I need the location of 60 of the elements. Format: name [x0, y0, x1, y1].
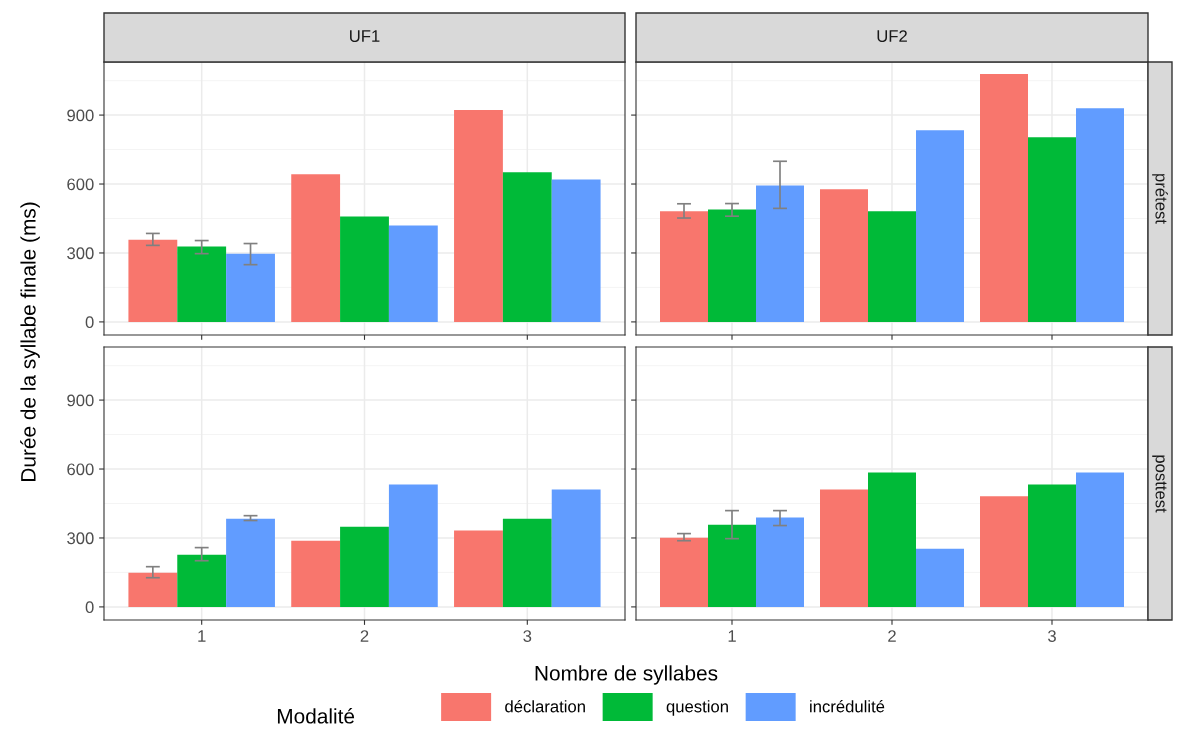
bar: [128, 572, 178, 607]
x-tick-label: 3: [523, 630, 532, 642]
text: posttest: [1152, 455, 1167, 513]
chart-title: UF1: [350, 30, 380, 42]
bar: [868, 211, 916, 322]
x-tick-label: 2: [888, 630, 896, 642]
bar: [388, 484, 438, 607]
bar: [916, 130, 964, 322]
bar: [1028, 137, 1076, 322]
bar: [226, 253, 275, 322]
bar: [820, 189, 868, 322]
y-axis-title: Durée de la syllabe finale (ms): [20, 202, 40, 481]
y-tick-label: 0: [85, 601, 94, 614]
bar: [388, 225, 438, 322]
bar: [916, 548, 964, 607]
bar: [551, 179, 601, 322]
x-tick-label: 1: [728, 630, 736, 642]
bar: [660, 537, 708, 607]
bar: [177, 554, 227, 607]
bar: [551, 489, 601, 607]
bar: [1076, 472, 1124, 607]
bar: [868, 472, 916, 607]
bar: [340, 216, 389, 322]
y-tick-label: 900: [67, 394, 94, 407]
bar: [756, 185, 804, 322]
legend-label: déclaration: [505, 699, 585, 713]
bar: [177, 246, 227, 322]
y-tick-label: 0: [85, 316, 94, 329]
bar: [340, 526, 389, 607]
bar: [502, 172, 552, 322]
bar: [756, 517, 804, 607]
bar: [226, 518, 275, 607]
bar: [502, 518, 552, 607]
bar: [291, 540, 341, 607]
y-tick-label: 600: [67, 463, 94, 476]
bar: [454, 110, 503, 322]
text: prétest: [1152, 174, 1168, 224]
chart-title: UF2: [877, 30, 907, 42]
y-tick-label: 900: [67, 109, 94, 122]
legend-label: incrédulité: [810, 699, 885, 713]
y-tick-label: 300: [67, 532, 94, 545]
bar: [820, 489, 868, 607]
bar: [980, 73, 1028, 322]
bar: [708, 209, 756, 322]
bar: [454, 530, 503, 607]
bar: [128, 239, 178, 322]
bar: [708, 524, 756, 607]
x-tick-label: 1: [198, 630, 206, 642]
bar: [1076, 108, 1124, 322]
legend-label: question: [666, 700, 728, 716]
x-axis-title: Nombre de syllabes: [535, 665, 718, 685]
x-tick-label: 2: [360, 630, 369, 642]
legend-title: Modalité: [277, 708, 355, 724]
bar: [660, 211, 708, 322]
bar: [1028, 484, 1076, 607]
y-tick-label: 600: [67, 178, 94, 191]
y-tick-label: 300: [67, 247, 94, 260]
bar: [980, 496, 1028, 607]
x-tick-label: 3: [1048, 630, 1056, 642]
bar: [291, 174, 341, 322]
